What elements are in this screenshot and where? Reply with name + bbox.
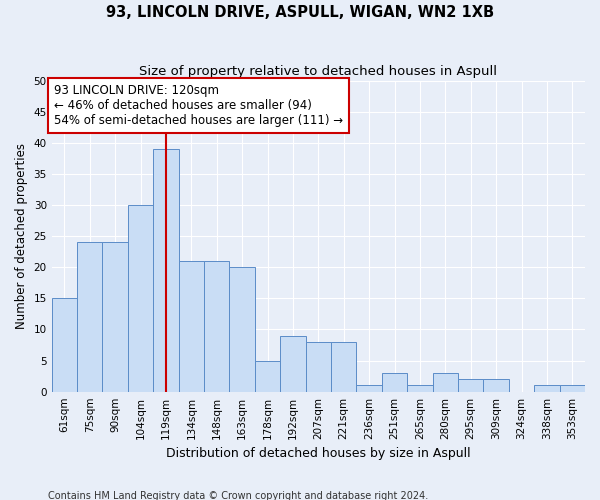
Bar (255, 360, 280, 392)
Bar (458, 379, 484, 392)
Text: 93 LINCOLN DRIVE: 120sqm
← 46% of detached houses are smaller (94)
54% of semi-d: 93 LINCOLN DRIVE: 120sqm ← 46% of detach… (54, 84, 343, 126)
Bar (280, 336, 305, 392)
Bar (305, 342, 331, 392)
Bar (560, 386, 585, 392)
Y-axis label: Number of detached properties: Number of detached properties (15, 143, 28, 329)
Bar (433, 373, 458, 392)
Bar (407, 386, 433, 392)
Bar (204, 261, 229, 392)
Bar (229, 267, 255, 392)
Bar (77, 242, 103, 392)
Bar (52, 298, 77, 392)
Bar (103, 242, 128, 392)
Text: Contains HM Land Registry data © Crown copyright and database right 2024.: Contains HM Land Registry data © Crown c… (48, 491, 428, 500)
Bar (128, 205, 153, 392)
Bar (179, 261, 204, 392)
X-axis label: Distribution of detached houses by size in Aspull: Distribution of detached houses by size … (166, 447, 470, 460)
Bar (382, 373, 407, 392)
Bar (484, 379, 509, 392)
Bar (153, 149, 179, 392)
Bar (356, 386, 382, 392)
Bar (534, 386, 560, 392)
Title: Size of property relative to detached houses in Aspull: Size of property relative to detached ho… (139, 65, 497, 78)
Bar (331, 342, 356, 392)
Text: 93, LINCOLN DRIVE, ASPULL, WIGAN, WN2 1XB: 93, LINCOLN DRIVE, ASPULL, WIGAN, WN2 1X… (106, 5, 494, 20)
